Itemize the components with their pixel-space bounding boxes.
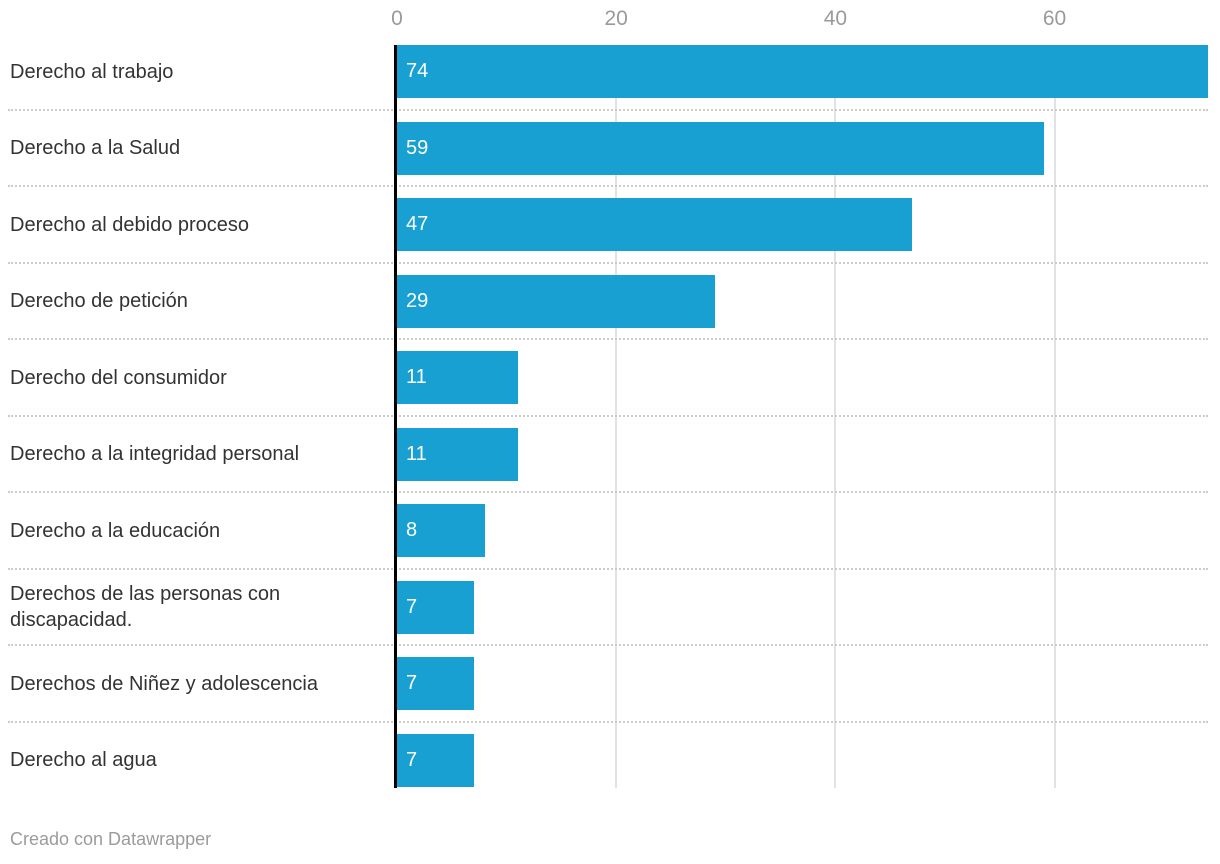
- bar-value-label: 7: [406, 748, 418, 771]
- table-row: Derecho a la educación 8: [0, 504, 1208, 581]
- bar-value-label: 47: [406, 213, 429, 235]
- plot-area: Derecho al trabajo 74 Derecho a la Salud 59…: [0, 45, 1208, 810]
- category-label: Derecho a la educación: [10, 519, 221, 542]
- category-label: Derecho al trabajo: [10, 60, 174, 83]
- bar[interactable]: 29: [397, 274, 715, 328]
- bar[interactable]: 7: [397, 580, 474, 634]
- row-separator: [8, 338, 1208, 340]
- bar-value-label: 29: [406, 289, 429, 312]
- axis-tick-label: 0: [391, 7, 403, 30]
- bar-value-label: 7: [406, 595, 418, 618]
- table-row: Derechos de las personas con discapacida…: [0, 580, 1208, 658]
- table-row: Derecho al debido proceso 47: [0, 198, 1208, 275]
- row-separator: [8, 185, 1208, 187]
- table-row: Derecho a la integridad personal 11: [0, 427, 1208, 505]
- bar-value-label: 59: [406, 136, 429, 159]
- bar[interactable]: 59: [397, 121, 1044, 175]
- bar-value-label: 74: [406, 60, 429, 82]
- axis-tick-label: 20: [604, 7, 628, 30]
- table-row: Derecho a la Salud 59: [0, 121, 1208, 199]
- row-separator: [8, 414, 1208, 417]
- gridline: [615, 45, 618, 788]
- gridline: [1053, 45, 1056, 788]
- category-label: Derecho del consumidor: [10, 366, 227, 389]
- bar[interactable]: 11: [397, 427, 518, 481]
- bar[interactable]: 7: [397, 733, 474, 787]
- row-separator: [8, 108, 1208, 111]
- category-label: Derechos de las personas con discapacida…: [10, 583, 281, 631]
- bar[interactable]: 8: [397, 504, 485, 557]
- category-label: Derecho a la integridad personal: [10, 443, 300, 465]
- row-separator: [8, 644, 1208, 646]
- attribution-text: Creado con Datawrapper: [10, 829, 212, 849]
- row-separator: [8, 491, 1208, 493]
- bar[interactable]: 74: [397, 45, 1208, 98]
- bar[interactable]: 47: [397, 198, 913, 251]
- row-separator: [8, 261, 1208, 264]
- table-row: Derecho al trabajo 74: [0, 45, 1208, 122]
- table-row: Derechos de Niñez y adolescencia 7: [0, 657, 1208, 734]
- bar-value-label: 11: [406, 442, 427, 465]
- bar-value-label: 7: [406, 672, 418, 694]
- axis-tick-label: 60: [1042, 7, 1067, 30]
- bar-value-label: 8: [406, 519, 418, 541]
- table-row: Derecho de petición 29: [0, 274, 1208, 352]
- axis-tick-label: 40: [823, 7, 848, 30]
- table-row: Derecho del consumidor 11: [0, 351, 1208, 428]
- category-label: Derecho de petición: [10, 290, 188, 312]
- bar[interactable]: 7: [397, 657, 474, 710]
- bar-value-label: 11: [406, 366, 427, 388]
- category-label: Derecho al agua: [10, 749, 157, 771]
- row-separator: [8, 567, 1208, 570]
- category-label: Derecho al debido proceso: [10, 213, 250, 236]
- category-label: Derecho a la Salud: [10, 137, 181, 159]
- category-label: Derechos de Niñez y adolescencia: [10, 672, 318, 695]
- zero-baseline: [394, 45, 397, 788]
- row-separator: [8, 720, 1208, 723]
- table-row: Derecho al agua 7: [0, 733, 1208, 811]
- gridline: [834, 45, 837, 788]
- bar[interactable]: 11: [397, 351, 518, 404]
